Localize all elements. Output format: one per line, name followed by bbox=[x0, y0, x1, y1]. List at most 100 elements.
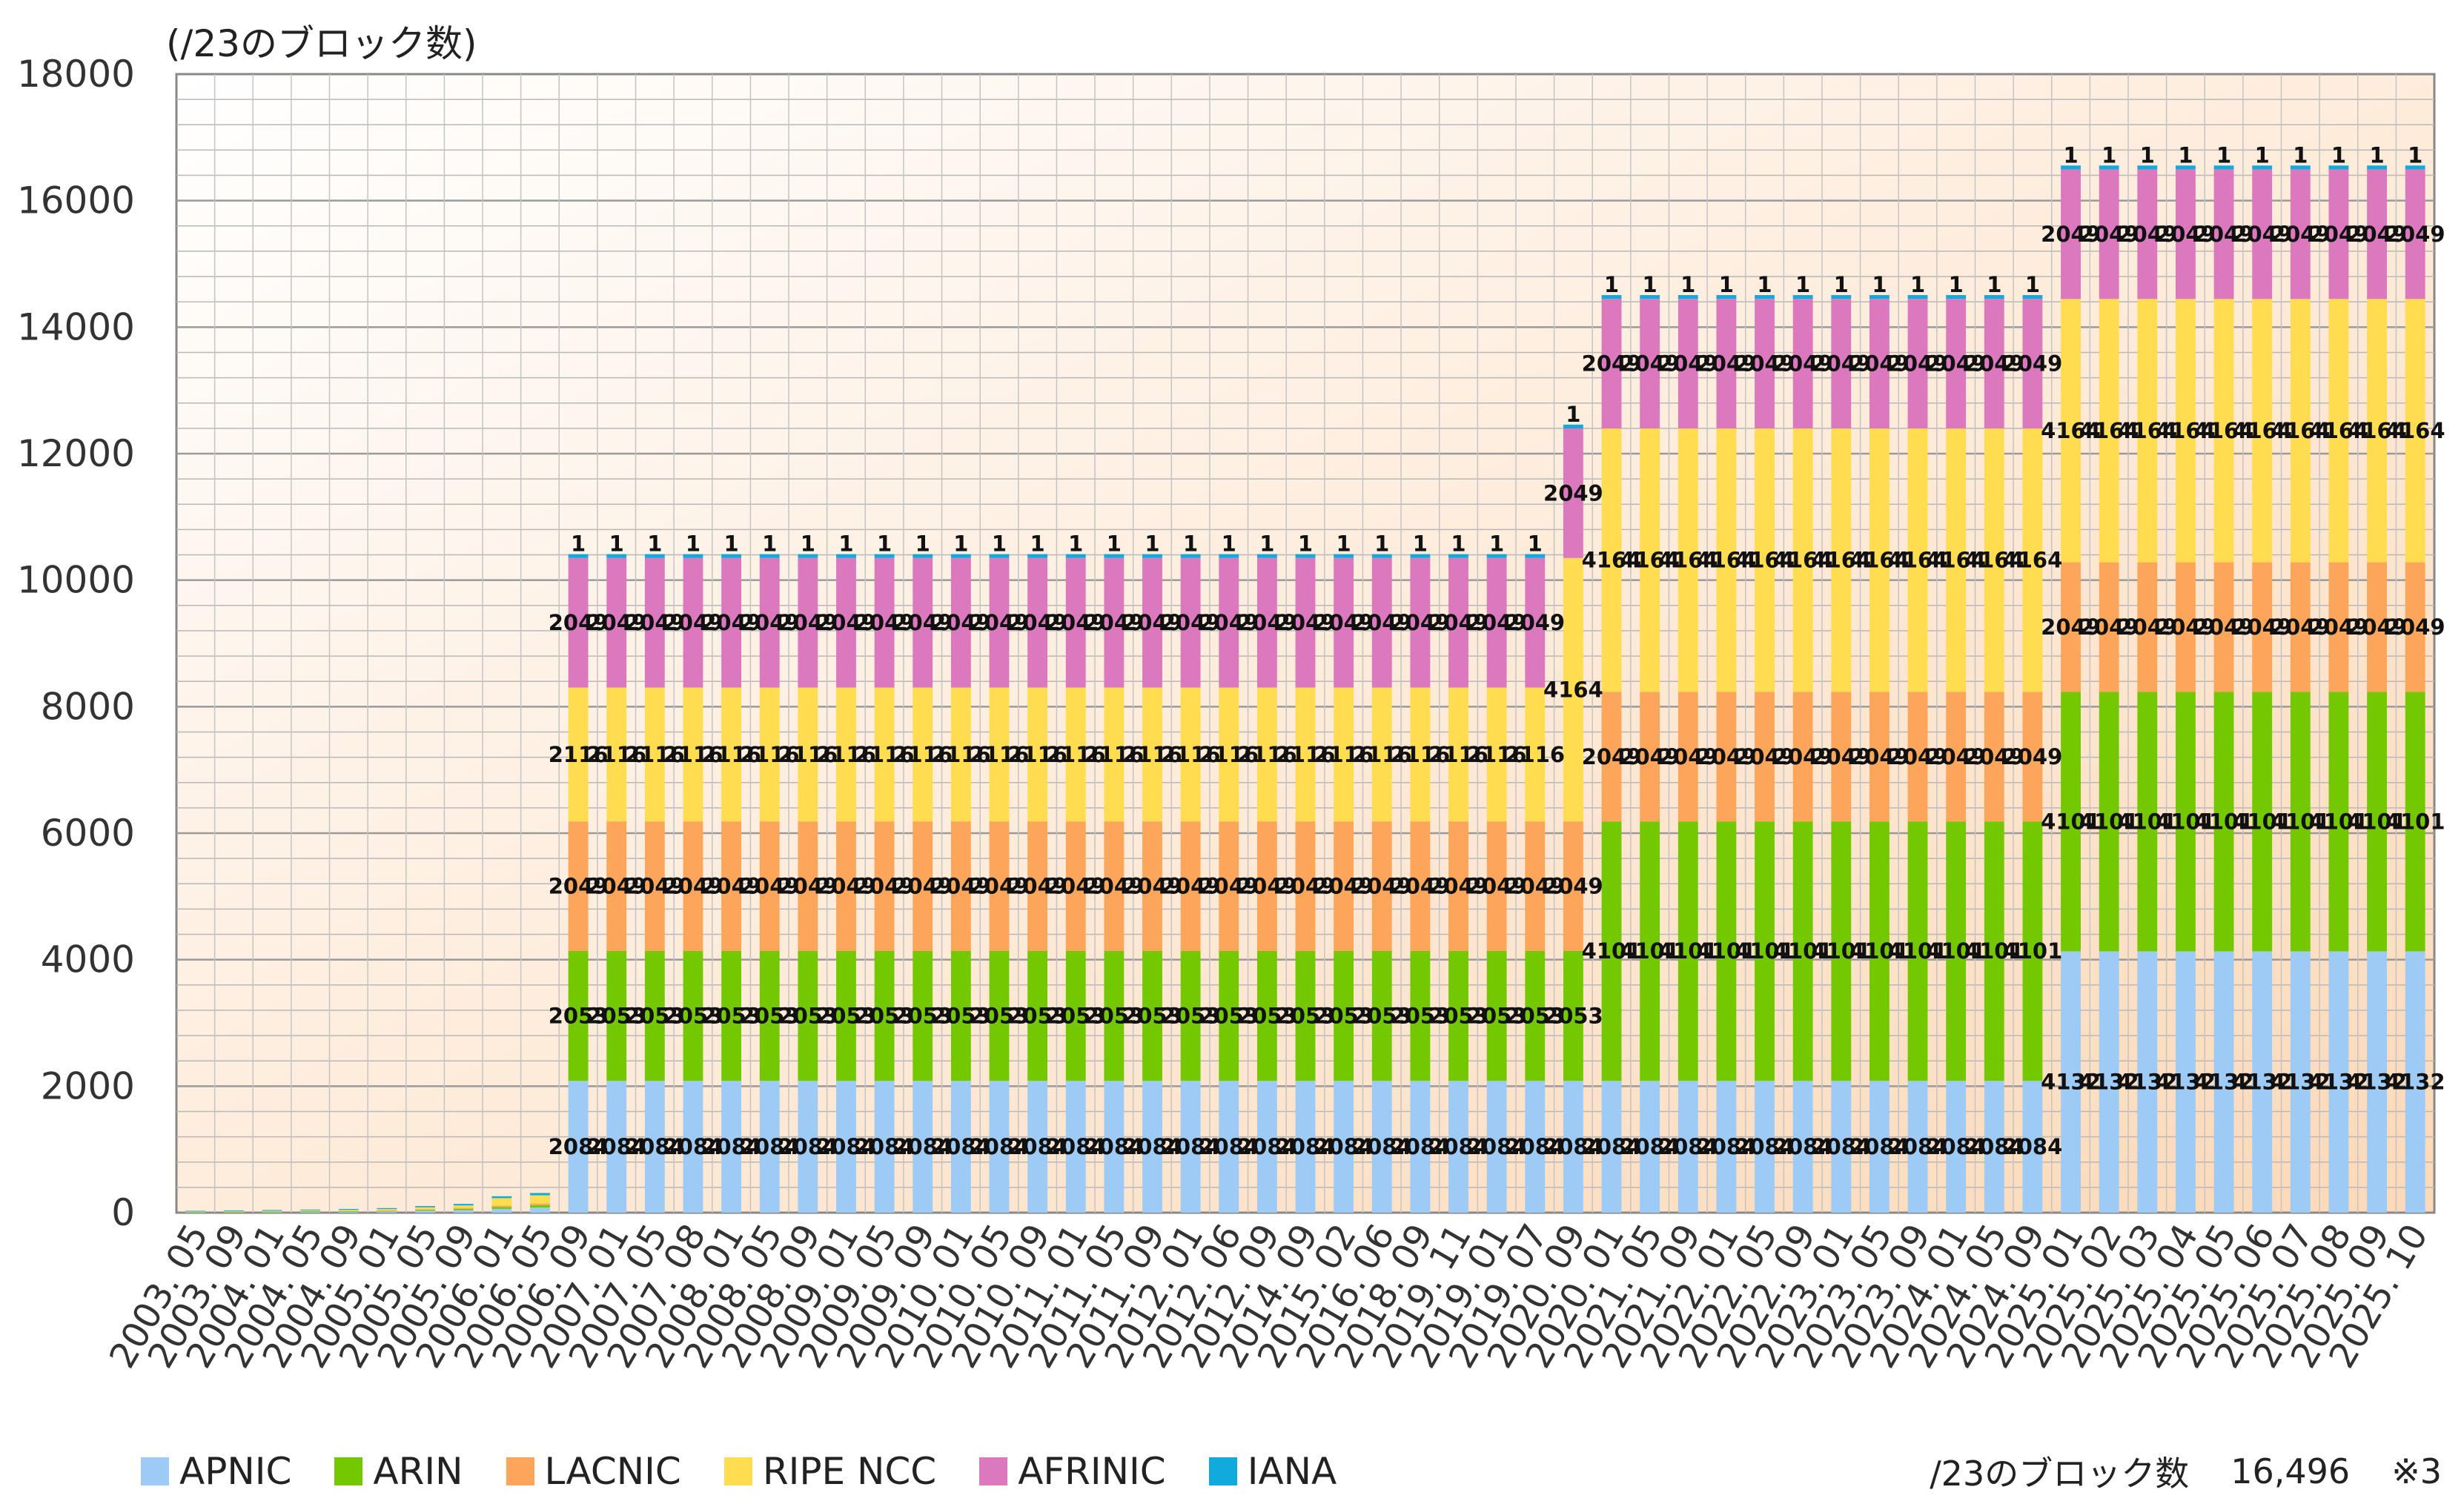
bar-segment bbox=[798, 554, 818, 558]
data-label: 2053 bbox=[549, 1004, 609, 1029]
bar-segment bbox=[759, 821, 780, 951]
data-label: 2049 bbox=[1352, 874, 1412, 899]
data-label: 2049 bbox=[2309, 222, 2369, 247]
data-label: 2049 bbox=[2041, 222, 2101, 247]
data-label: 2084 bbox=[1888, 1134, 1948, 1159]
bar-segment bbox=[683, 554, 703, 558]
bar-segment bbox=[224, 1211, 244, 1213]
bar-segment bbox=[1180, 821, 1201, 951]
bar-segment bbox=[2252, 169, 2273, 299]
data-label: 2053 bbox=[1084, 1004, 1145, 1029]
data-label: 2049 bbox=[1084, 874, 1145, 899]
data-label: 2049 bbox=[586, 874, 646, 899]
data-label: 1 bbox=[762, 531, 777, 557]
data-label: 2049 bbox=[1888, 351, 1948, 377]
bar-segment bbox=[874, 1081, 895, 1213]
data-label: 2049 bbox=[1582, 744, 1642, 769]
footnote-note: ※3 bbox=[2391, 1451, 2442, 1491]
data-label: 2084 bbox=[1352, 1134, 1412, 1159]
footnote-value: 16,496 bbox=[2230, 1451, 2351, 1491]
bar-segment bbox=[568, 557, 589, 688]
bar-segment bbox=[1869, 299, 1890, 429]
data-label: 2049 bbox=[2003, 351, 2063, 377]
bar-segment bbox=[2367, 951, 2387, 1213]
data-label: 2049 bbox=[1237, 874, 1297, 899]
bar-segment bbox=[1640, 821, 1660, 1081]
data-label: 4164 bbox=[1811, 548, 1871, 573]
data-label: 2049 bbox=[1543, 480, 1603, 506]
data-label: 4101 bbox=[2271, 809, 2331, 834]
legend-label: APNIC bbox=[179, 1450, 292, 1493]
data-label: 2049 bbox=[1773, 351, 1833, 377]
legend-swatch bbox=[334, 1457, 363, 1485]
bar-segment bbox=[1104, 557, 1125, 688]
bar-segment bbox=[568, 554, 589, 558]
bar-segment bbox=[721, 557, 742, 688]
data-label: 2049 bbox=[663, 610, 723, 635]
data-label: 2049 bbox=[931, 874, 991, 899]
bar-segment bbox=[989, 950, 1010, 1081]
data-label: 2049 bbox=[855, 874, 915, 899]
data-label: 4101 bbox=[2003, 938, 2063, 964]
data-label: 2084 bbox=[1122, 1134, 1182, 1159]
bar-segment bbox=[1678, 299, 1698, 429]
data-label: 4132 bbox=[2156, 1070, 2216, 1095]
data-label: 1 bbox=[1068, 531, 1083, 557]
data-label: 2084 bbox=[1046, 1134, 1106, 1159]
data-label: 4132 bbox=[2232, 1070, 2292, 1095]
data-label: 2116 bbox=[549, 742, 609, 767]
bar-segment bbox=[1792, 821, 1813, 1081]
data-label: 4164 bbox=[2003, 548, 2063, 573]
data-label: 2049 bbox=[1811, 744, 1871, 769]
data-label: 4101 bbox=[1658, 938, 1718, 964]
data-label: 2116 bbox=[625, 742, 685, 767]
y-tick-label: 2000 bbox=[41, 1064, 135, 1107]
data-label: 4132 bbox=[2117, 1070, 2177, 1095]
bar-segment bbox=[1640, 1081, 1660, 1213]
bar-segment bbox=[1563, 557, 1583, 822]
data-label: 2049 bbox=[1505, 874, 1565, 899]
data-label: 1 bbox=[2331, 142, 2346, 168]
bar-segment bbox=[1792, 299, 1813, 429]
bar-segment bbox=[2022, 821, 2043, 1081]
data-label: 4101 bbox=[1849, 938, 1910, 964]
data-label: 4132 bbox=[2385, 1070, 2445, 1095]
bar-segment bbox=[1601, 821, 1622, 1081]
data-label: 2084 bbox=[1697, 1134, 1757, 1159]
bar-segment bbox=[2061, 169, 2081, 299]
bar-segment bbox=[1256, 950, 1277, 1081]
data-label: 2049 bbox=[1237, 610, 1297, 635]
bar-segment bbox=[721, 950, 742, 1081]
bar-segment bbox=[606, 950, 627, 1081]
bar-segment bbox=[1219, 557, 1239, 688]
bar-segment bbox=[1180, 1081, 1201, 1213]
y-tick-label: 14000 bbox=[17, 305, 135, 348]
bar-segment bbox=[721, 821, 742, 951]
data-label: 2049 bbox=[549, 610, 609, 635]
bar-segment bbox=[1295, 687, 1316, 822]
bar-segment bbox=[1869, 428, 1890, 692]
bar-segment bbox=[2176, 299, 2196, 563]
bar-segment bbox=[1334, 821, 1354, 951]
bar-segment bbox=[415, 1209, 435, 1210]
data-label: 2084 bbox=[1391, 1134, 1451, 1159]
bar-segment bbox=[1142, 1081, 1162, 1213]
data-label: 2049 bbox=[1428, 874, 1488, 899]
bar-segment bbox=[2022, 692, 2043, 822]
data-label: 1 bbox=[1987, 272, 2001, 297]
legend-swatch bbox=[979, 1457, 1008, 1485]
bar-segment bbox=[2213, 951, 2234, 1213]
data-label: 1 bbox=[647, 531, 662, 557]
bar-segment bbox=[759, 554, 780, 558]
bar-segment bbox=[1907, 299, 1928, 429]
data-label: 2116 bbox=[778, 742, 838, 767]
data-label: 2084 bbox=[1161, 1134, 1221, 1159]
data-label: 2084 bbox=[740, 1134, 800, 1159]
bar-segment bbox=[453, 1208, 474, 1210]
data-label: 2116 bbox=[1352, 742, 1412, 767]
bar-segment bbox=[1525, 1081, 1546, 1213]
data-label: 2084 bbox=[892, 1134, 953, 1159]
bar-segment bbox=[530, 1195, 550, 1204]
data-label: 2049 bbox=[1658, 744, 1718, 769]
